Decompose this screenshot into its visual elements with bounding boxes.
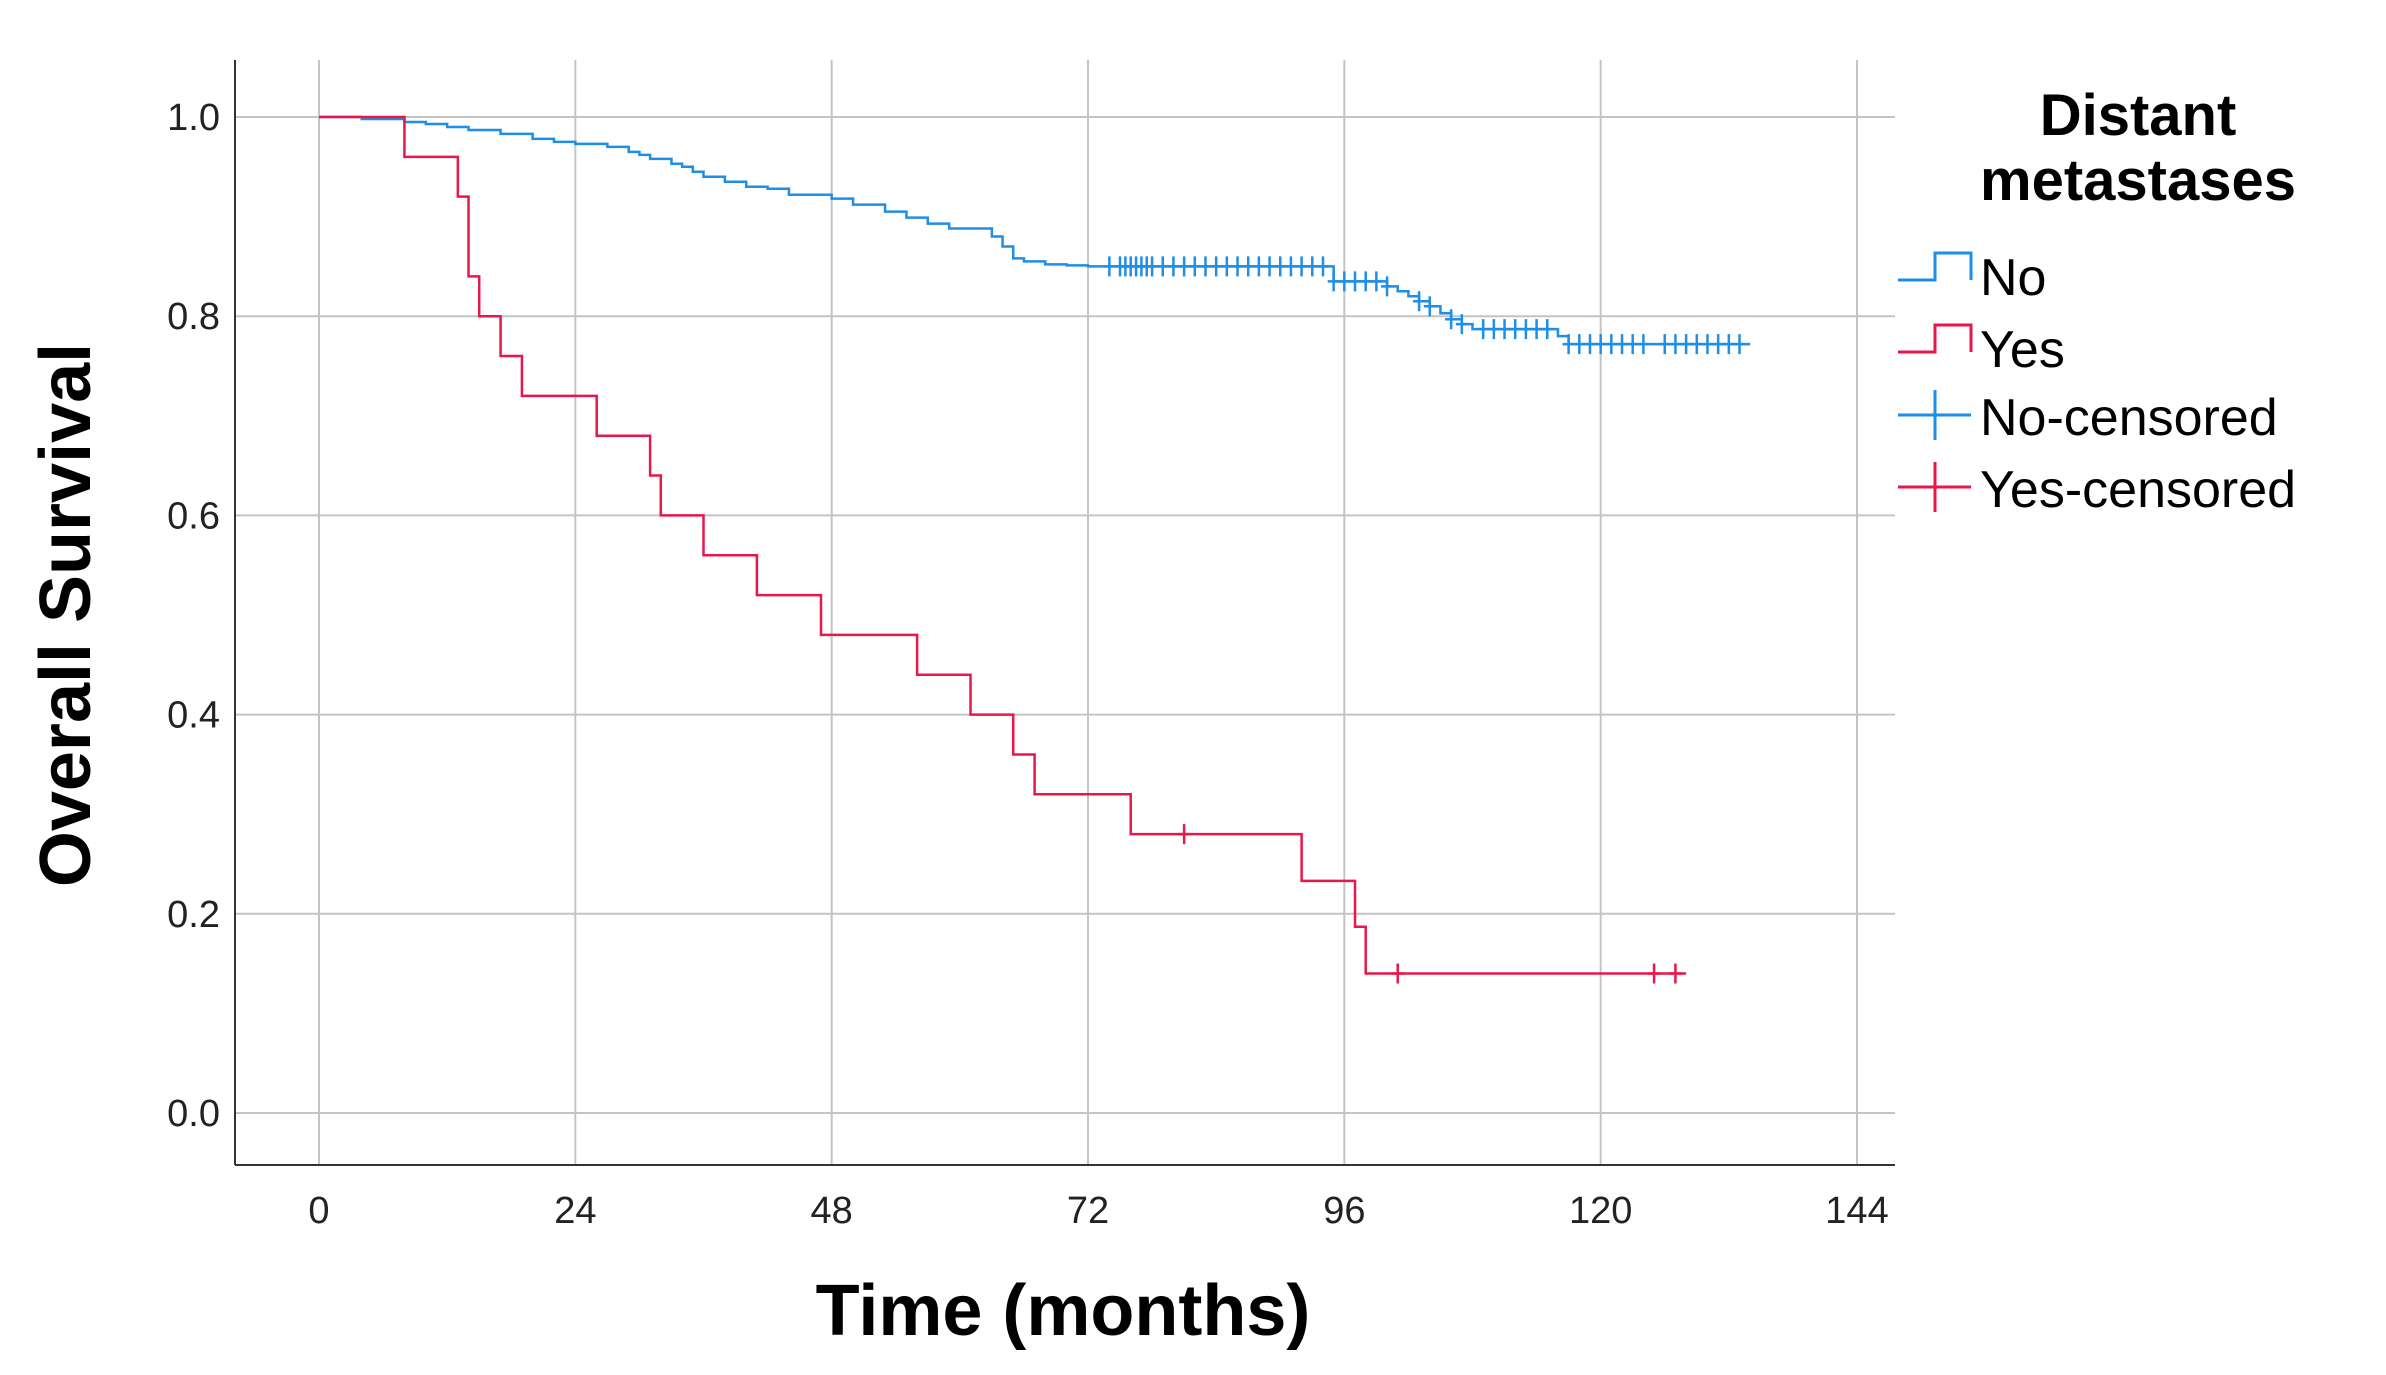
censor-mark-no (1327, 271, 1340, 292)
axes (234, 60, 1895, 1166)
x-tick-label: 96 (1323, 1190, 1365, 1232)
censor-mark-no (1573, 334, 1586, 355)
x-tick-label: 24 (554, 1190, 596, 1232)
legend-swatch-yes-censored (1898, 462, 1971, 512)
censor-mark-no (1199, 256, 1212, 277)
x-axis-title: Time (months) (816, 1271, 1311, 1351)
censor-mark-no (1701, 334, 1714, 355)
censor-mark-no (1680, 334, 1693, 355)
censor-mark-no (1498, 319, 1511, 340)
censor-mark-no (1477, 319, 1490, 340)
censor-mark-no (1445, 309, 1458, 330)
censor-mark-no (1167, 256, 1180, 277)
y-tick-label: 0.4 (167, 695, 220, 737)
censor-mark-no (1616, 334, 1629, 355)
censor-mark-no (1359, 271, 1372, 292)
censor-mark-no (1637, 334, 1650, 355)
series-layer (319, 115, 1751, 984)
censor-mark-no (1541, 319, 1554, 340)
censor-mark-no (1338, 271, 1351, 292)
censor-mark-no (1712, 334, 1725, 355)
censor-mark-no (1220, 256, 1233, 277)
censor-mark-no (1156, 256, 1169, 277)
censor-mark-no (1242, 256, 1255, 277)
censor-mark-no (1583, 334, 1596, 355)
grid (235, 60, 1895, 1165)
censor-mark-no (1690, 334, 1703, 355)
x-tick-label: 120 (1569, 1190, 1632, 1232)
x-tick-label: 72 (1067, 1190, 1109, 1232)
legend-swatch-no (1898, 251, 1973, 282)
censor-mark-no (1188, 256, 1201, 277)
y-axis-title: Overall Survival (26, 343, 106, 887)
censor-mark-no (1295, 256, 1308, 277)
censor-mark-no (1455, 314, 1468, 335)
censor-mark-no (1381, 276, 1394, 297)
censor-mark-no (1274, 256, 1287, 277)
x-tick-label: 0 (308, 1190, 329, 1232)
legend-swatch-yes (1898, 323, 1973, 354)
censor-mark-no (1178, 256, 1191, 277)
censor-mark-no (1146, 256, 1159, 277)
censor-mark-no (1263, 256, 1276, 277)
censor-mark-no (1284, 256, 1297, 277)
x-tick-label: 144 (1825, 1190, 1888, 1232)
legend: Distant metastases No Yes No-censored Ye… (1898, 83, 2296, 519)
censor-mark-no (1413, 291, 1426, 312)
censor-mark-no (1562, 334, 1575, 355)
censor-mark-no (1306, 256, 1319, 277)
censor-mark-no (1594, 334, 1607, 355)
y-tick-labels: 0.0 0.2 0.4 0.6 0.8 1.0 (167, 97, 220, 1135)
censor-mark-no (1370, 271, 1383, 292)
legend-title-line-1: Distant (2040, 83, 2237, 148)
x-tick-labels: 0 24 48 72 96 120 144 (308, 1190, 1888, 1232)
censor-mark-no (1509, 319, 1522, 340)
censor-mark-no (1519, 319, 1532, 340)
censor-mark-yes (1669, 963, 1682, 984)
censor-mark-no (1231, 256, 1244, 277)
censor-mark-no (1669, 334, 1682, 355)
survival-curve-yes (319, 115, 1687, 975)
y-tick-label: 0.6 (167, 495, 220, 537)
censor-mark-no (1530, 319, 1543, 340)
y-tick-label: 1.0 (167, 97, 220, 139)
legend-label-yes-censored: Yes-censored (1980, 461, 2296, 519)
censor-mark-no (1349, 271, 1362, 292)
censor-mark-no (1658, 334, 1671, 355)
censor-mark-yes (1178, 824, 1191, 845)
censor-mark-no (1626, 334, 1639, 355)
legend-label-no: No (1980, 249, 2046, 307)
survival-curve-no (319, 115, 1751, 346)
censor-mark-no (1423, 296, 1436, 317)
censor-mark-no (1252, 256, 1265, 277)
censor-mark-no (1722, 334, 1735, 355)
censor-mark-no (1487, 319, 1500, 340)
censor-mark-no (1103, 256, 1116, 277)
x-tick-label: 48 (811, 1190, 853, 1232)
legend-swatch-no-censored (1898, 390, 1971, 440)
y-tick-label: 0.0 (167, 1093, 220, 1135)
legend-label-no-censored: No-censored (1980, 389, 2278, 447)
y-tick-label: 0.2 (167, 894, 220, 936)
censor-mark-no (1733, 334, 1746, 355)
censor-mark-no (1316, 256, 1329, 277)
legend-title-line-2: metastases (1980, 148, 2296, 213)
censor-mark-yes (1391, 963, 1404, 984)
censor-mark-no (1210, 256, 1223, 277)
censor-mark-yes (1648, 963, 1661, 984)
censor-mark-no (1605, 334, 1618, 355)
legend-label-yes: Yes (1980, 321, 2065, 379)
y-tick-label: 0.8 (167, 296, 220, 338)
